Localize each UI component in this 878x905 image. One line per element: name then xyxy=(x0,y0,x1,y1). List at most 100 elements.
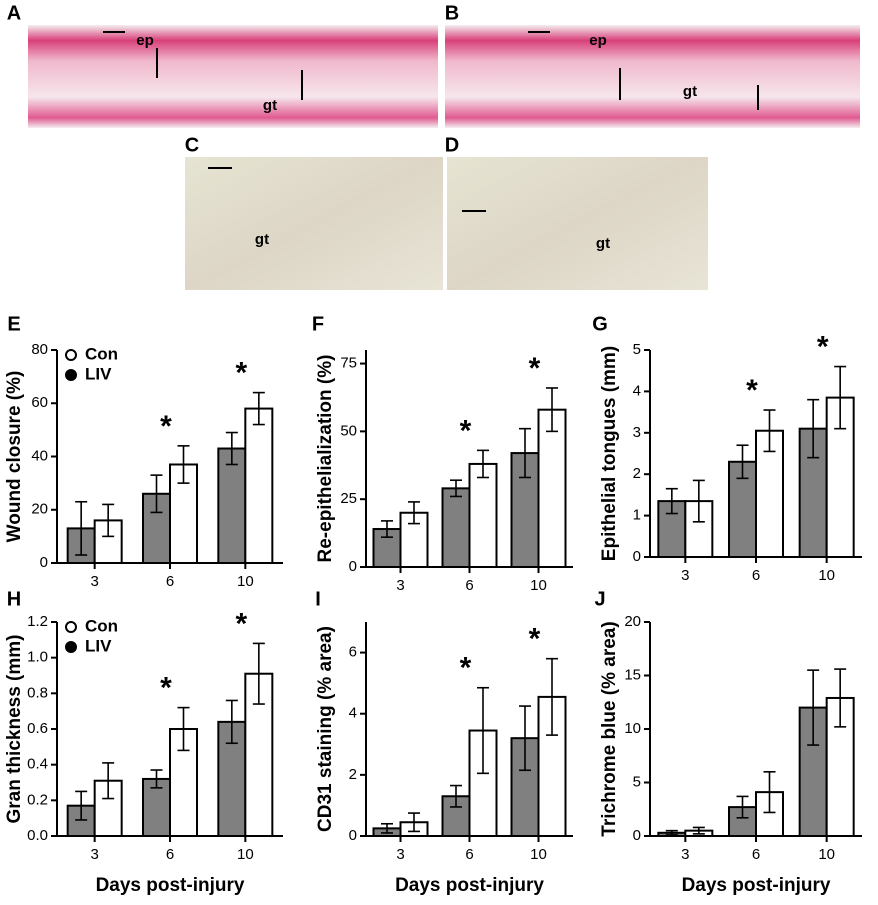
y-tick-label: 60 xyxy=(31,394,48,411)
y-tick-label: 0 xyxy=(633,827,641,844)
error-bar xyxy=(102,762,115,800)
legend-marker xyxy=(65,349,77,361)
error-bar xyxy=(75,790,88,821)
error-bar xyxy=(225,699,238,745)
x-axis-label: Days post-injury xyxy=(682,875,831,896)
error-bar xyxy=(763,770,776,814)
panel-letter: I xyxy=(315,588,321,610)
legend-label: LIV xyxy=(85,364,112,383)
error-bar xyxy=(763,409,776,453)
x-tick-label: 10 xyxy=(530,846,547,863)
image-label: gt xyxy=(263,97,277,114)
histology-image xyxy=(28,25,438,128)
error-bar xyxy=(252,642,265,705)
image-label: ep xyxy=(589,32,607,49)
panel-letter: B xyxy=(445,2,459,24)
panel-letter: G xyxy=(592,313,608,335)
error-bar xyxy=(807,398,820,459)
bar xyxy=(441,795,471,837)
significance-mark: * xyxy=(160,410,172,443)
error-bar xyxy=(736,795,749,819)
image-label: ep xyxy=(136,32,154,49)
error-bar xyxy=(177,445,190,484)
legend-label: Con xyxy=(85,616,118,635)
x-tick-label: 10 xyxy=(818,567,835,584)
x-tick-label: 6 xyxy=(752,846,760,863)
image-label: gt xyxy=(596,235,610,252)
legend-marker xyxy=(65,621,77,633)
y-tick-label: 80 xyxy=(31,341,48,358)
bar xyxy=(441,487,471,568)
error-bar xyxy=(150,769,163,789)
panel-letter: C xyxy=(185,134,199,156)
y-tick-label: 1 xyxy=(633,507,641,524)
error-bar xyxy=(519,427,531,479)
y-tick-label: 10 xyxy=(624,720,641,737)
bar xyxy=(537,408,567,568)
y-tick-label: 2 xyxy=(349,766,357,783)
y-tick-label: 1.2 xyxy=(27,613,48,630)
error-bar xyxy=(546,387,558,433)
error-bar xyxy=(834,365,847,430)
y-tick-label: 25 xyxy=(340,490,357,507)
x-tick-label: 10 xyxy=(530,577,547,594)
error-bar xyxy=(477,449,489,479)
significance-mark: * xyxy=(529,623,541,656)
y-tick-label: 0.2 xyxy=(27,791,48,808)
significance-mark: * xyxy=(817,330,829,363)
y-tick-label: 3 xyxy=(633,424,641,441)
error-bar xyxy=(450,784,462,808)
x-tick-label: 10 xyxy=(237,573,254,590)
x-axis-label: Days post-injury xyxy=(96,875,245,896)
x-tick-label: 10 xyxy=(237,846,254,863)
error-bar xyxy=(252,391,265,426)
x-tick-label: 3 xyxy=(681,567,689,584)
y-tick-label: 0 xyxy=(40,554,48,571)
significance-mark: * xyxy=(235,357,247,390)
error-bar xyxy=(477,686,489,775)
error-bar xyxy=(665,829,678,836)
histology-image xyxy=(445,25,860,128)
y-tick-label: 75 xyxy=(340,355,357,372)
y-tick-label: 0.8 xyxy=(27,684,48,701)
y-axis-label: Trichrome blue (% area) xyxy=(599,621,620,836)
y-tick-label: 0.0 xyxy=(27,827,48,844)
y-tick-label: 20 xyxy=(624,613,641,630)
y-tick-label: 0 xyxy=(633,548,641,565)
error-bar xyxy=(834,668,847,728)
significance-mark: * xyxy=(746,374,758,407)
significance-mark: * xyxy=(235,607,247,640)
y-tick-label: 1.0 xyxy=(27,649,48,666)
x-tick-label: 6 xyxy=(166,573,174,590)
panel-letter: A xyxy=(7,2,21,24)
error-bar xyxy=(807,669,820,746)
panel-letter: J xyxy=(594,588,605,610)
error-bar xyxy=(519,705,531,772)
y-tick-label: 4 xyxy=(633,382,641,399)
error-bar xyxy=(408,501,420,525)
panel-letter: F xyxy=(312,313,324,335)
bar xyxy=(217,447,247,565)
error-bar xyxy=(692,479,705,523)
error-bar xyxy=(665,487,678,515)
histology-image xyxy=(447,157,708,290)
error-bar xyxy=(381,822,393,834)
significance-mark: * xyxy=(160,672,172,705)
error-bar xyxy=(102,503,115,538)
error-bar xyxy=(450,479,462,498)
histology-image xyxy=(185,157,443,290)
legend-label: LIV xyxy=(85,636,112,655)
x-tick-label: 6 xyxy=(465,846,473,863)
error-bar xyxy=(150,474,163,514)
significance-mark: * xyxy=(529,352,541,385)
x-tick-label: 3 xyxy=(396,577,404,594)
x-axis-label: Days post-injury xyxy=(395,875,544,896)
panel-letter: D xyxy=(445,134,459,156)
x-tick-label: 3 xyxy=(90,573,98,590)
x-tick-label: 3 xyxy=(396,846,404,863)
y-tick-label: 5 xyxy=(633,773,641,790)
y-axis-label: Epithelial tongues (mm) xyxy=(599,346,620,561)
bar xyxy=(244,407,274,565)
error-bar xyxy=(75,500,88,556)
